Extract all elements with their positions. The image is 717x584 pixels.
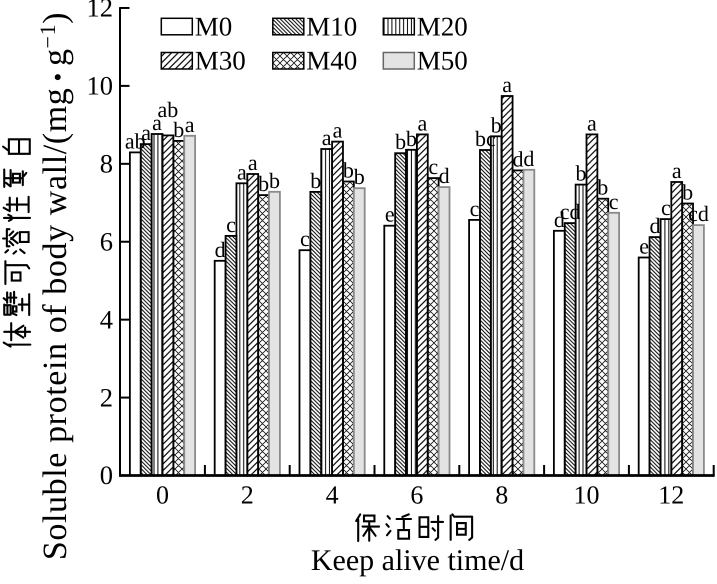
svg-text:b: b	[310, 168, 321, 193]
svg-text:c: c	[226, 212, 236, 237]
svg-text:M10: M10	[306, 11, 357, 41]
svg-text:a: a	[237, 159, 247, 184]
svg-text:b: b	[269, 168, 280, 193]
svg-text:ab: ab	[125, 128, 146, 153]
svg-text:4: 4	[100, 304, 113, 334]
svg-text:d: d	[554, 207, 565, 232]
svg-text:4: 4	[326, 481, 339, 510]
svg-text:8: 8	[495, 481, 508, 510]
svg-text:Soluble protein of body wall/(: Soluble protein of body wall/(mg • g−1)	[35, 12, 74, 560]
svg-text:d: d	[513, 146, 524, 171]
svg-text:10: 10	[87, 71, 114, 101]
svg-text:a: a	[333, 118, 343, 143]
svg-text:b: b	[682, 180, 693, 205]
svg-text:b: b	[406, 126, 417, 151]
svg-text:c: c	[609, 189, 619, 214]
svg-text:e: e	[385, 202, 395, 227]
svg-text:M0: M0	[195, 11, 233, 41]
svg-text:0: 0	[156, 481, 169, 510]
svg-text:b: b	[597, 175, 608, 200]
svg-text:2: 2	[100, 382, 113, 412]
svg-text:d: d	[215, 237, 226, 262]
svg-text:a: a	[152, 110, 162, 135]
svg-text:Keep alive time/d: Keep alive time/d	[311, 544, 524, 577]
svg-text:b: b	[258, 171, 269, 196]
svg-text:e: e	[639, 234, 649, 259]
svg-text:b: b	[395, 129, 406, 154]
svg-text:a: a	[248, 150, 258, 175]
svg-text:c: c	[428, 154, 438, 179]
svg-text:12: 12	[87, 0, 114, 23]
svg-text:ab: ab	[158, 97, 179, 122]
svg-text:10: 10	[574, 481, 600, 510]
svg-text:a: a	[322, 125, 332, 150]
svg-text:a: a	[502, 72, 512, 97]
svg-text:2: 2	[241, 481, 254, 510]
svg-text:bc: bc	[475, 126, 496, 151]
svg-text:M50: M50	[417, 46, 468, 76]
svg-text:c: c	[470, 196, 480, 221]
svg-text:8: 8	[100, 149, 113, 179]
svg-text:b: b	[343, 158, 354, 183]
svg-text:b: b	[354, 164, 365, 189]
svg-text:cd: cd	[688, 201, 709, 226]
svg-text:6: 6	[100, 226, 113, 256]
svg-text:0: 0	[100, 460, 113, 490]
svg-text:b: b	[576, 161, 587, 186]
svg-text:a: a	[141, 120, 151, 145]
svg-text:M40: M40	[306, 46, 357, 76]
svg-text:b: b	[173, 117, 184, 142]
svg-text:12: 12	[658, 481, 684, 510]
svg-text:a: a	[672, 158, 682, 183]
svg-text:a: a	[185, 112, 195, 137]
svg-text:M20: M20	[417, 11, 468, 41]
svg-text:c: c	[661, 195, 671, 220]
svg-text:cd: cd	[560, 199, 581, 224]
svg-text:a: a	[417, 110, 427, 135]
svg-text:c: c	[300, 226, 310, 251]
svg-text:d: d	[439, 163, 450, 188]
svg-text:6: 6	[410, 481, 423, 510]
svg-text:d: d	[523, 146, 534, 171]
svg-text:a: a	[587, 110, 597, 135]
svg-text:d: d	[649, 213, 660, 238]
svg-text:b: b	[491, 112, 502, 137]
svg-text:M30: M30	[195, 46, 246, 76]
